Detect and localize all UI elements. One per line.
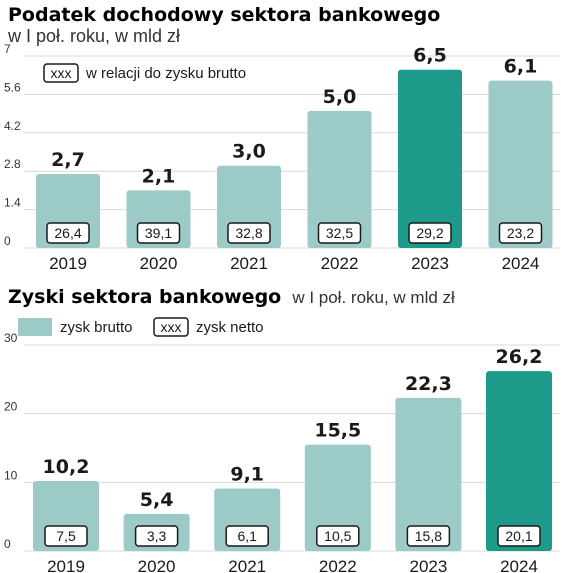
chart2-gridlines (24, 344, 560, 552)
chart1-x-tick-label: 2022 (321, 254, 359, 273)
chart1-bar-value-label: 6,1 (504, 56, 538, 78)
chart1-bar-box-label: 23,2 (507, 225, 534, 241)
chart1-y-tick-label: 4.2 (4, 119, 21, 133)
chart1-bar-box-label: 29,2 (416, 225, 443, 241)
chart1-bar-box-label: 39,1 (145, 225, 172, 241)
chart2-bar-box-label: 7,5 (56, 528, 76, 544)
chart2-bar-box (44, 525, 88, 547)
chart1-title: Podatek dochodowy sektora bankowego (8, 4, 440, 26)
chart2-x-tick-label: 2019 (47, 557, 85, 573)
chart2-bar-value-label: 15,5 (314, 420, 361, 442)
chart1-y-tick-label: 1.4 (4, 196, 21, 210)
chart1-legend-box-label: xxx (51, 65, 72, 81)
chart1-bar-value-label: 3,0 (232, 141, 266, 163)
chart2-bar-box-label: 3,3 (147, 528, 167, 544)
chart1-legend-text: w relacji do zysku brutto (85, 65, 246, 82)
chart2-bar-box-label: 6,1 (237, 528, 257, 544)
chart2-bar-box-label: 20,1 (505, 528, 532, 544)
chart2-bar-box (134, 525, 179, 547)
chart1-x-tick-label: 2020 (140, 254, 178, 273)
chart1-x-tick-label: 2023 (411, 254, 449, 273)
chart2-heading: Zyski sektora bankowego w I poł. roku, w… (8, 286, 455, 308)
chart2-bar-box-label: 10,5 (324, 528, 351, 544)
chart2-bar-value-label: 22,3 (405, 373, 452, 395)
chart1-bar-value-label: 2,1 (142, 165, 176, 187)
chart2-bar-box (316, 525, 360, 547)
chart2-title: Zyski sektora bankowego (8, 286, 281, 308)
chart1-bar-box (498, 222, 543, 244)
chart1-bar-box (317, 222, 362, 244)
chart1-bar (398, 69, 462, 248)
chart1-bar-box (136, 222, 181, 244)
chart1-bar-box-label: 26,4 (54, 225, 81, 241)
chart2-legend-swatch-icon (18, 318, 52, 336)
chart2-bar-value-label: 10,2 (43, 456, 90, 478)
chart2-x-tick-label: 2022 (319, 557, 357, 573)
chart2-y-tick-label: 0 (4, 537, 11, 551)
chart2-bar-value-label: 9,1 (230, 464, 264, 486)
chart2-bar-box-label: 15,8 (415, 528, 442, 544)
chart2-legend-box-label: xxx (161, 319, 182, 335)
chart1-legend: xxx w relacji do zysku brutto (43, 63, 246, 83)
chart2-legend-box-text: zysk netto (196, 319, 264, 336)
chart1-subtitle: w I poł. roku, w mld zł (7, 26, 180, 46)
chart1-bar-value-label: 5,0 (323, 86, 357, 108)
chart2-legend-swatch-label: zysk brutto (60, 319, 133, 336)
chart1-y-tick-label: 7 (4, 42, 11, 56)
chart1-bar-box (408, 222, 452, 244)
chart1-bar-box-label: 32,5 (326, 225, 353, 241)
chart2-bar-value-label: 26,2 (496, 346, 543, 368)
chart1-bar-value-label: 6,5 (413, 45, 447, 67)
chart2-legend: zysk brutto xxx zysk netto (18, 317, 264, 337)
chart1-y-tick-label: 0 (4, 234, 11, 248)
chart2-subtitle: w I poł. roku, w mld zł (291, 288, 455, 307)
chart1-bar-box (227, 222, 271, 244)
chart2-bar (395, 397, 462, 551)
chart1-y-tick-label: 2.8 (4, 157, 21, 171)
chart2-y-tick-label: 10 (4, 468, 18, 482)
chart1-bar-box-label: 32,8 (235, 225, 262, 241)
chart1-bars: 2,7 26,4 2019 2,1 39,1 2020 3,0 32,8 2021 5,0 32,5… (36, 45, 553, 273)
chart1-x-tick-label: 2024 (502, 254, 540, 273)
chart1-y-ticks: 0 1.4 2.8 4.2 5.6 7 (4, 42, 21, 248)
chart1-x-tick-label: 2019 (49, 254, 87, 273)
chart2-y-tick-label: 30 (4, 331, 18, 345)
chart1-legend-box-icon (43, 63, 79, 83)
chart2-bar-box (497, 525, 541, 547)
chart2-bar-box (225, 525, 269, 547)
chart2-bar (486, 371, 552, 551)
chart2-y-tick-label: 20 (4, 400, 18, 414)
chart2-x-tick-label: 2023 (409, 557, 447, 573)
chart1-bar-value-label: 2,7 (51, 149, 85, 171)
chart1-y-tick-label: 5.6 (4, 80, 21, 94)
chart2-x-tick-label: 2020 (138, 557, 176, 573)
chart2-y-ticks: 0 10 20 30 (4, 331, 18, 551)
chart1-gridlines (24, 55, 560, 249)
chart2-x-tick-label: 2021 (228, 557, 266, 573)
chart2-bar (304, 444, 371, 551)
chart1-bar (488, 80, 553, 248)
chart2-x-tick-label: 2024 (500, 557, 538, 573)
chart1-bar-box (46, 222, 90, 244)
chart2-bar-box (406, 525, 451, 547)
chart2-bars: 10,2 7,5 2019 5,4 3,3 2020 9,1 6,1 2021 15,5 10,5 2… (33, 346, 552, 573)
chart2-legend-box-icon (153, 317, 189, 337)
chart2-bar-value-label: 5,4 (140, 489, 174, 511)
chart1-bar (307, 110, 372, 248)
chart1-x-tick-label: 2021 (230, 254, 268, 273)
